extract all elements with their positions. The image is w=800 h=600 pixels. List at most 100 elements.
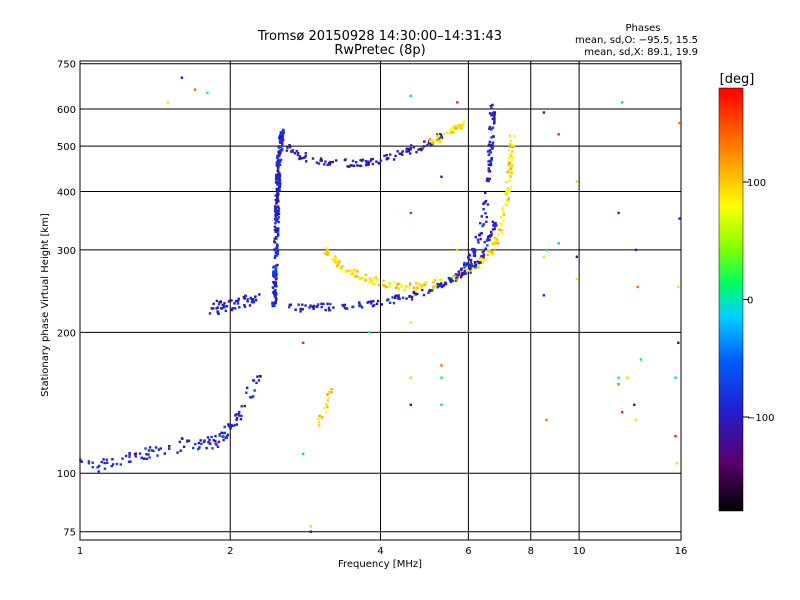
data-point	[326, 251, 329, 254]
data-point	[326, 249, 329, 252]
data-point	[495, 224, 498, 227]
data-point	[449, 280, 453, 283]
data-point	[309, 530, 312, 533]
data-point	[257, 379, 261, 382]
data-point	[332, 306, 335, 309]
colorbar-tick-label: −100	[747, 413, 774, 424]
data-point	[276, 190, 279, 193]
data-point	[246, 300, 249, 303]
data-point	[409, 321, 412, 324]
data-point	[476, 238, 480, 241]
data-point	[288, 305, 291, 309]
data-point	[324, 308, 327, 312]
data-point	[148, 456, 151, 459]
data-point	[364, 159, 368, 163]
data-point	[249, 396, 252, 399]
data-point	[285, 149, 289, 152]
data-point	[271, 291, 275, 294]
data-point	[442, 283, 446, 287]
data-point	[409, 211, 412, 215]
data-point	[472, 267, 475, 271]
data-point	[253, 389, 256, 392]
data-point	[509, 153, 513, 156]
data-point	[326, 405, 329, 409]
x-tick-label: 16	[675, 546, 688, 557]
x-tick-label: 4	[377, 546, 383, 557]
data-point	[440, 403, 443, 406]
data-point	[456, 278, 459, 281]
data-point	[392, 301, 396, 305]
data-point	[186, 440, 189, 443]
data-point	[346, 269, 350, 273]
data-point	[505, 193, 508, 196]
data-point	[394, 154, 397, 158]
data-point	[198, 446, 201, 449]
data-point	[311, 305, 314, 309]
data-point	[280, 147, 284, 151]
data-point	[102, 458, 105, 461]
data-point	[490, 157, 493, 160]
data-point	[509, 143, 512, 146]
data-point	[278, 174, 282, 177]
data-point	[474, 235, 477, 239]
x-tick-label: 1	[77, 546, 83, 557]
data-point	[491, 126, 495, 129]
data-point	[229, 423, 233, 427]
data-point	[110, 464, 113, 468]
data-point	[464, 272, 468, 275]
data-point	[479, 222, 482, 225]
data-point	[148, 446, 152, 449]
data-point	[214, 439, 217, 443]
data-point	[375, 160, 378, 163]
data-point	[426, 144, 429, 147]
data-point	[277, 209, 280, 212]
data-point	[180, 76, 184, 79]
data-point	[208, 438, 211, 442]
data-point	[677, 341, 680, 344]
data-point	[233, 307, 237, 310]
data-point	[484, 191, 487, 194]
y-tick-label: 750	[57, 60, 76, 71]
data-point	[277, 216, 280, 219]
data-point	[275, 209, 278, 213]
data-point	[469, 260, 472, 263]
x-tick-label: 10	[573, 546, 586, 557]
data-point	[508, 175, 511, 178]
data-point	[274, 216, 277, 219]
data-point	[456, 101, 459, 104]
data-point	[401, 150, 404, 153]
data-point	[485, 220, 488, 223]
data-point	[274, 251, 277, 254]
data-point	[469, 264, 472, 267]
data-point	[476, 266, 480, 269]
data-point	[217, 303, 221, 306]
data-point	[281, 140, 284, 143]
data-point	[463, 270, 466, 273]
data-point	[507, 163, 510, 166]
data-point	[488, 112, 492, 115]
data-point	[420, 284, 424, 287]
data-point	[469, 268, 472, 271]
data-point	[492, 224, 495, 227]
data-point	[469, 258, 473, 262]
data-point	[249, 297, 252, 300]
data-point	[397, 282, 400, 286]
data-point	[244, 294, 248, 298]
data-point	[486, 253, 489, 257]
data-point	[328, 309, 332, 312]
data-point	[480, 215, 483, 218]
data-point	[354, 268, 357, 271]
data-point	[278, 177, 281, 180]
data-point	[276, 217, 280, 220]
data-point	[626, 376, 629, 379]
data-point	[229, 427, 232, 430]
data-point	[427, 142, 430, 145]
data-point	[119, 463, 122, 466]
data-point	[360, 306, 364, 309]
data-point	[124, 454, 128, 458]
data-point	[493, 236, 496, 239]
colorbar-label: [deg]	[720, 72, 755, 87]
data-point	[224, 309, 227, 313]
data-point	[376, 278, 379, 281]
x-tick-labels: 1 2 4 6 8 10 16	[77, 546, 688, 557]
